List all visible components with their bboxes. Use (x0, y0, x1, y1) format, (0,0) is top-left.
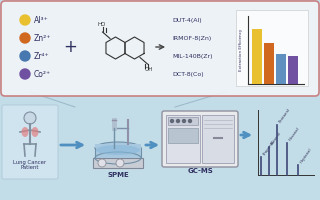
Text: Al³⁺: Al³⁺ (34, 16, 49, 25)
Text: Pentanal: Pentanal (278, 108, 291, 124)
Ellipse shape (31, 127, 38, 137)
FancyBboxPatch shape (236, 10, 308, 86)
Text: Patient: Patient (21, 165, 39, 170)
Bar (202, 115, 234, 163)
Bar (168, 128, 198, 143)
Text: Hexanal: Hexanal (288, 127, 300, 142)
Text: GC-MS: GC-MS (187, 168, 213, 174)
Circle shape (20, 33, 30, 43)
Bar (166, 115, 200, 163)
Text: MIL-140B(Zr): MIL-140B(Zr) (172, 54, 212, 59)
Text: DCT-8(Co): DCT-8(Co) (172, 72, 204, 77)
Bar (264, 43, 274, 84)
Circle shape (182, 119, 186, 122)
Circle shape (24, 112, 36, 124)
FancyBboxPatch shape (1, 1, 319, 96)
Circle shape (20, 69, 30, 79)
Text: Zn²⁺: Zn²⁺ (34, 34, 52, 43)
Text: OH: OH (144, 67, 153, 72)
Circle shape (98, 159, 106, 167)
Text: Zr⁴⁺: Zr⁴⁺ (34, 52, 50, 61)
FancyBboxPatch shape (2, 105, 58, 179)
Ellipse shape (95, 142, 141, 154)
Bar (276, 54, 286, 84)
Bar (252, 29, 262, 84)
Circle shape (116, 159, 124, 167)
Circle shape (20, 15, 30, 25)
Circle shape (188, 119, 191, 122)
Text: Extraction Efficiency: Extraction Efficiency (239, 29, 243, 71)
FancyBboxPatch shape (162, 111, 238, 167)
Bar (93, 158, 143, 168)
Text: HO: HO (97, 22, 106, 27)
Text: Heptanal: Heptanal (299, 147, 312, 164)
Ellipse shape (21, 127, 28, 137)
Text: +: + (63, 38, 77, 56)
Text: IRMOF-8(Zn): IRMOF-8(Zn) (172, 36, 211, 41)
Circle shape (20, 51, 30, 61)
Bar (95, 144, 141, 158)
Text: Propanal: Propanal (262, 140, 275, 156)
Ellipse shape (96, 145, 140, 155)
Text: Lung Cancer: Lung Cancer (13, 160, 47, 165)
Text: SPME: SPME (107, 172, 129, 178)
Circle shape (171, 119, 173, 122)
Bar (168, 117, 198, 125)
Text: DUT-4(Al): DUT-4(Al) (172, 18, 202, 23)
Bar (288, 56, 298, 84)
Text: Butanal: Butanal (270, 131, 282, 146)
Circle shape (177, 119, 180, 122)
Text: Co²⁺: Co²⁺ (34, 70, 51, 79)
